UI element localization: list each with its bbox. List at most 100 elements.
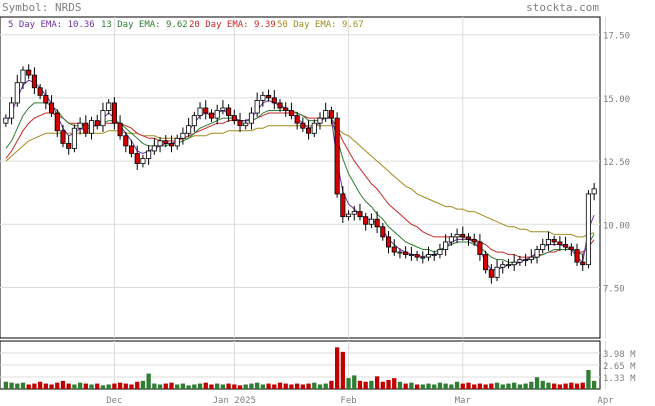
volume-bar — [500, 384, 505, 389]
date-tick-label: Mar — [455, 396, 472, 406]
candle-body — [368, 218, 374, 225]
volume-bar — [414, 384, 420, 389]
candle-body — [248, 112, 254, 124]
candle-body — [540, 244, 546, 250]
candle-body — [49, 102, 55, 114]
volume-bar — [540, 380, 545, 389]
candle-body — [488, 269, 494, 278]
candle-body — [237, 120, 243, 127]
volume-bar — [574, 383, 580, 389]
candle-body — [277, 102, 283, 109]
volume-bar — [209, 384, 214, 389]
volume-bar — [586, 369, 591, 389]
volume-bar — [192, 384, 197, 389]
candle-body — [197, 107, 203, 116]
volume-bar — [32, 383, 37, 389]
candle-body — [37, 87, 43, 96]
candle-body — [551, 239, 557, 243]
candle-body — [568, 246, 574, 250]
volume-bar — [146, 373, 151, 389]
volume-bar — [255, 382, 260, 389]
candles — [3, 64, 597, 284]
volume-bar — [346, 378, 351, 389]
candle-body — [20, 69, 26, 84]
volume-bar — [37, 381, 43, 389]
volume-bar — [220, 384, 226, 389]
volume-bar — [9, 382, 14, 389]
volume-bar — [117, 382, 123, 389]
volume-bar — [72, 384, 77, 389]
candle-body — [283, 107, 289, 111]
candle-body — [471, 239, 477, 243]
candle-body — [528, 256, 534, 261]
volume-bar — [129, 384, 134, 389]
date-tick-label: Feb — [340, 396, 356, 406]
volume-bar — [140, 380, 146, 389]
price-grid — [0, 17, 607, 338]
candle-body — [585, 193, 591, 266]
candle-body — [254, 100, 260, 114]
candle-body — [300, 122, 306, 129]
volume-bar — [312, 382, 317, 389]
candle-body — [431, 254, 437, 256]
candle-body — [266, 94, 272, 99]
price-panel — [0, 16, 601, 339]
volume-bar — [232, 384, 237, 389]
candle-body — [123, 135, 129, 147]
candle-body — [397, 251, 403, 254]
volume-bar — [237, 385, 243, 389]
volume-bar — [300, 384, 305, 389]
candle-body — [563, 244, 569, 248]
volume-bar — [249, 383, 254, 389]
volume-bar — [203, 382, 208, 389]
candle-body — [351, 211, 357, 215]
candle-body — [374, 218, 380, 228]
volume-bar — [397, 381, 403, 389]
legend-ema5: 5 Day EMA: 10.36 — [8, 20, 95, 30]
candle-body — [380, 226, 386, 238]
candle-body — [128, 145, 135, 154]
candle-body — [31, 74, 37, 89]
volume-bar — [112, 383, 117, 389]
volume-bar — [49, 384, 54, 389]
volume-bar — [20, 382, 26, 389]
candle-body — [294, 115, 300, 124]
volume-bar — [534, 377, 540, 389]
volume-bar — [55, 382, 60, 389]
volume-grid — [0, 341, 607, 389]
candle-body — [163, 140, 169, 144]
candle-body — [94, 120, 100, 127]
volume-bar — [380, 381, 385, 389]
legend-ema20: 20 Day EMA: 9.39 — [189, 20, 276, 30]
candle-body — [54, 112, 60, 132]
volume-bar — [152, 383, 157, 389]
volume-bar — [66, 383, 71, 389]
volume-bar — [226, 383, 231, 389]
candle-body — [134, 153, 140, 164]
candle-body — [500, 264, 506, 268]
volume-bar — [106, 384, 111, 389]
volume-bar — [272, 384, 277, 389]
volume-bar — [260, 384, 266, 389]
volume-bar — [277, 382, 283, 389]
volume-bar — [369, 380, 374, 389]
candle-body — [288, 110, 294, 116]
candle-body — [77, 122, 83, 129]
date-tick-label: Jan 2025 — [213, 396, 256, 406]
candle-body — [214, 110, 220, 119]
candle-body — [511, 261, 517, 266]
volume-bar — [323, 383, 328, 389]
candle-body — [43, 94, 49, 104]
volume-bar — [563, 383, 568, 389]
candle-body — [260, 94, 266, 101]
candle-body — [580, 261, 586, 266]
volume-bar — [472, 384, 477, 389]
candle-body — [243, 122, 249, 127]
candle-body — [517, 259, 523, 263]
candle-body — [186, 125, 192, 134]
volume-bar — [517, 384, 523, 389]
candle-body — [557, 241, 563, 245]
candle-body — [346, 213, 352, 218]
volume-bar — [460, 383, 465, 389]
